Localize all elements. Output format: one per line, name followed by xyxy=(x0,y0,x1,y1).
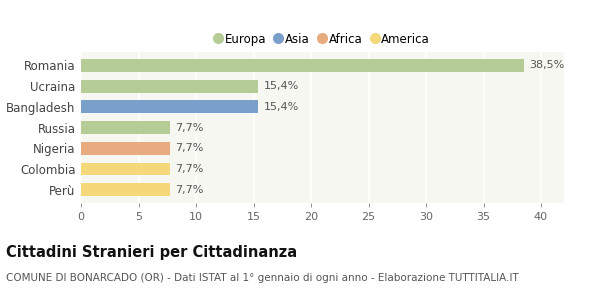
Text: 7,7%: 7,7% xyxy=(175,123,203,133)
Bar xyxy=(81,183,170,196)
Bar xyxy=(81,121,170,134)
Text: 15,4%: 15,4% xyxy=(264,102,299,112)
Text: 7,7%: 7,7% xyxy=(175,185,203,195)
Bar xyxy=(81,163,170,175)
Text: 15,4%: 15,4% xyxy=(264,81,299,91)
Text: 7,7%: 7,7% xyxy=(175,164,203,174)
Text: 38,5%: 38,5% xyxy=(530,61,565,70)
Bar xyxy=(81,142,170,155)
Bar xyxy=(81,100,258,113)
Text: 7,7%: 7,7% xyxy=(175,143,203,153)
Text: Cittadini Stranieri per Cittadinanza: Cittadini Stranieri per Cittadinanza xyxy=(6,245,297,260)
Bar xyxy=(81,80,258,93)
Text: COMUNE DI BONARCADO (OR) - Dati ISTAT al 1° gennaio di ogni anno - Elaborazione : COMUNE DI BONARCADO (OR) - Dati ISTAT al… xyxy=(6,273,519,283)
Legend: Europa, Asia, Africa, America: Europa, Asia, Africa, America xyxy=(211,28,434,50)
Bar xyxy=(81,59,524,72)
